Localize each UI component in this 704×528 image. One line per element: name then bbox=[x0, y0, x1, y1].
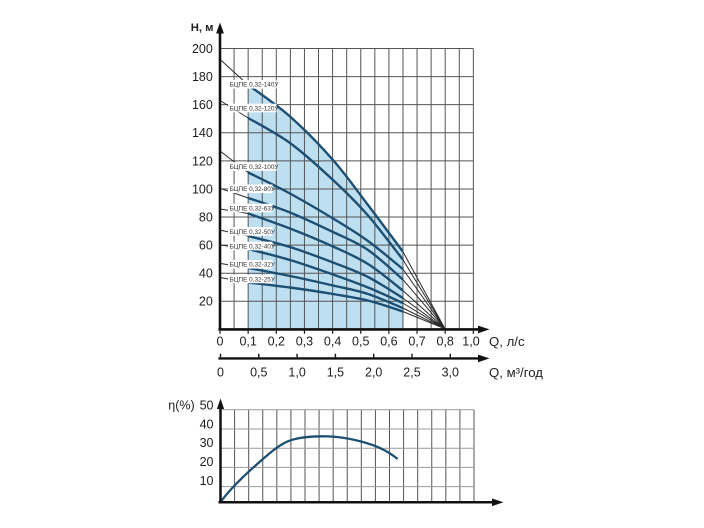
svg-text:БЦПЕ 0,32-80У: БЦПЕ 0,32-80У bbox=[230, 186, 276, 193]
svg-text:0,5: 0,5 bbox=[250, 365, 267, 379]
svg-text:Н, м: Н, м bbox=[191, 22, 214, 34]
svg-text:2,5: 2,5 bbox=[403, 365, 420, 379]
svg-text:140: 140 bbox=[192, 126, 213, 140]
svg-text:0,4: 0,4 bbox=[324, 334, 341, 348]
svg-text:0: 0 bbox=[217, 334, 224, 348]
svg-text:0,6: 0,6 bbox=[380, 334, 397, 348]
svg-text:50: 50 bbox=[200, 398, 214, 412]
svg-text:0,3: 0,3 bbox=[296, 334, 313, 348]
svg-text:40: 40 bbox=[199, 267, 213, 281]
svg-text:1,0: 1,0 bbox=[462, 334, 479, 348]
svg-text:1,0: 1,0 bbox=[288, 365, 305, 379]
svg-text:Q, л/с: Q, л/с bbox=[489, 334, 525, 349]
svg-text:160: 160 bbox=[192, 98, 213, 112]
svg-text:120: 120 bbox=[192, 154, 213, 168]
svg-text:Q, м³/год: Q, м³/год bbox=[489, 365, 543, 380]
svg-text:БЦПЕ 0,32-120У: БЦПЕ 0,32-120У bbox=[230, 105, 280, 112]
svg-text:0,7: 0,7 bbox=[408, 334, 425, 348]
svg-text:20: 20 bbox=[199, 295, 213, 309]
svg-text:БЦПЕ 0,32-63У: БЦПЕ 0,32-63У bbox=[230, 205, 276, 212]
svg-text:2,0: 2,0 bbox=[365, 365, 382, 379]
svg-text:3,0: 3,0 bbox=[442, 365, 459, 379]
svg-text:40: 40 bbox=[200, 417, 214, 431]
svg-text:80: 80 bbox=[199, 210, 213, 224]
svg-text:БЦПЕ 0,32-32У: БЦПЕ 0,32-32У bbox=[230, 262, 276, 269]
svg-text:БЦПЕ 0,32-25У: БЦПЕ 0,32-25У bbox=[230, 276, 276, 283]
svg-text:0,2: 0,2 bbox=[268, 334, 285, 348]
svg-text:0,1: 0,1 bbox=[239, 334, 256, 348]
svg-text:0: 0 bbox=[217, 365, 224, 379]
svg-text:БЦПЕ 0,32-100У: БЦПЕ 0,32-100У bbox=[230, 164, 280, 171]
svg-text:200: 200 bbox=[192, 42, 213, 56]
svg-text:180: 180 bbox=[192, 70, 213, 84]
svg-text:100: 100 bbox=[192, 182, 213, 196]
svg-text:60: 60 bbox=[199, 239, 213, 253]
svg-text:0,8: 0,8 bbox=[437, 334, 454, 348]
svg-text:1,5: 1,5 bbox=[327, 365, 344, 379]
svg-text:η(%): η(%) bbox=[168, 398, 194, 412]
svg-text:БЦПЕ 0,32-40У: БЦПЕ 0,32-40У bbox=[230, 243, 276, 250]
svg-text:БЦПЕ 0,32-50У: БЦПЕ 0,32-50У bbox=[230, 229, 276, 236]
svg-text:30: 30 bbox=[200, 436, 214, 450]
svg-text:20: 20 bbox=[200, 455, 214, 469]
svg-text:БЦПЕ 0,32-140У: БЦПЕ 0,32-140У bbox=[230, 82, 280, 89]
svg-text:0,5: 0,5 bbox=[352, 334, 369, 348]
svg-text:10: 10 bbox=[200, 474, 214, 488]
